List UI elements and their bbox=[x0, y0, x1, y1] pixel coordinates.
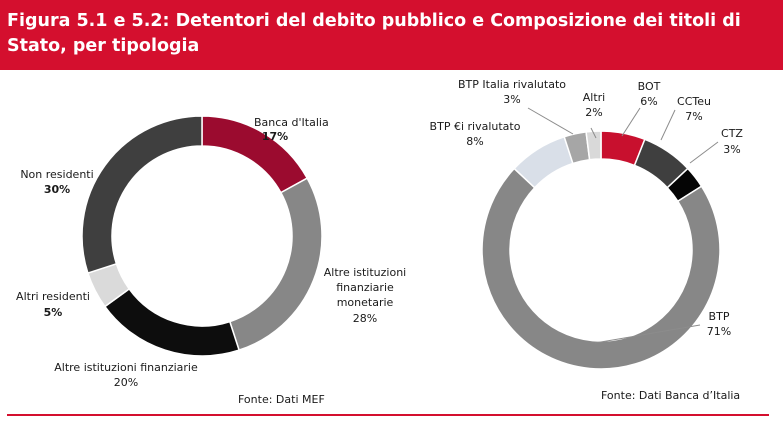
label-ctz-name: CTZ bbox=[721, 127, 743, 140]
label-altri-residenti-value: 5% bbox=[44, 306, 63, 319]
source-note-right: Fonte: Dati Banca d’Italia bbox=[601, 389, 741, 402]
label-btp-name: BTP bbox=[709, 310, 730, 323]
leader-lines bbox=[527, 107, 719, 344]
label-altri: Altri 2% bbox=[583, 91, 605, 119]
label-altre-if-value: 20% bbox=[114, 376, 138, 389]
footer-rule bbox=[7, 414, 769, 416]
label-btp-ei: BTP €i rivalutato 8% bbox=[430, 120, 521, 148]
bonds-slice-altri bbox=[585, 130, 602, 161]
label-btp-italia-value: 3% bbox=[503, 93, 520, 106]
label-ctz-value: 3% bbox=[723, 143, 740, 156]
label-altri-residenti: Altri residenti 5% bbox=[16, 290, 90, 319]
figure-header: Figura 5.1 e 5.2: Detentori del debito p… bbox=[0, 0, 783, 70]
label-ccteu-name: CCTeu bbox=[677, 95, 711, 108]
label-bot-name: BOT bbox=[638, 80, 661, 93]
label-altri-name: Altri bbox=[583, 91, 605, 104]
donut-bonds-segments bbox=[481, 130, 721, 370]
label-altre-ifm-value: 28% bbox=[353, 312, 377, 325]
holders-slice-altre-istituzioni-finanziarie-monetarie bbox=[228, 177, 323, 352]
label-altre-if: Altre istituzioni finanziarie 20% bbox=[54, 361, 198, 389]
label-banca-italia: Banca d'Italia 17% bbox=[254, 116, 329, 143]
label-btp-value: 71% bbox=[707, 325, 731, 338]
label-btp: BTP 71% bbox=[707, 310, 731, 338]
label-banca-italia-name: Banca d'Italia bbox=[254, 116, 329, 129]
holders-slice-non-residenti bbox=[81, 115, 203, 275]
label-btp-italia-name: BTP Italia rivalutato bbox=[458, 78, 566, 91]
label-non-residenti: Non residenti 30% bbox=[20, 168, 93, 196]
leader-ctz bbox=[689, 141, 719, 164]
leader-btp bbox=[594, 324, 701, 344]
label-altre-ifm-line3: monetarie bbox=[337, 296, 394, 309]
label-altre-ifm-line1: Altre istituzioni bbox=[324, 266, 406, 279]
source-note-left: Fonte: Dati MEF bbox=[238, 393, 325, 406]
donut-holders: Banca d'Italia 17% Altre istituzioni fin… bbox=[16, 115, 406, 389]
label-btp-italia: BTP Italia rivalutato 3% bbox=[458, 78, 566, 106]
leader-btp-italia bbox=[527, 107, 574, 135]
leader-altri bbox=[590, 127, 597, 139]
label-btp-ei-value: 8% bbox=[466, 135, 483, 148]
leader-ccteu bbox=[660, 109, 676, 141]
label-banca-italia-value: 17% bbox=[262, 130, 288, 143]
donut-holders-segments bbox=[81, 115, 323, 357]
label-ctz: CTZ 3% bbox=[721, 127, 743, 156]
leader-bot bbox=[621, 107, 641, 137]
label-altre-if-name: Altre istituzioni finanziarie bbox=[54, 361, 198, 374]
label-bot: BOT 6% bbox=[638, 80, 661, 108]
label-ccteu-value: 7% bbox=[685, 110, 702, 123]
label-altri-residenti-name: Altri residenti bbox=[16, 290, 90, 303]
label-non-residenti-name: Non residenti bbox=[20, 168, 93, 181]
label-altre-ifm: Altre istituzioni finanziarie monetarie … bbox=[324, 266, 406, 325]
label-altri-value: 2% bbox=[585, 106, 602, 119]
label-btp-ei-name: BTP €i rivalutato bbox=[430, 120, 521, 133]
label-ccteu: CCTeu 7% bbox=[677, 95, 711, 123]
bonds-slice-btp bbox=[481, 167, 721, 370]
donut-bonds: BOT 6% CCTeu 7% CTZ 3% BTP 71% BTP €i ri… bbox=[430, 78, 743, 370]
label-altre-ifm-line2: finanziarie bbox=[336, 281, 394, 294]
label-bot-value: 6% bbox=[640, 95, 657, 108]
figure-title: Figura 5.1 e 5.2: Detentori del debito p… bbox=[7, 11, 741, 56]
label-non-residenti-value: 30% bbox=[44, 183, 70, 196]
holders-slice-altre-istituzioni-finanziarie bbox=[103, 287, 241, 357]
